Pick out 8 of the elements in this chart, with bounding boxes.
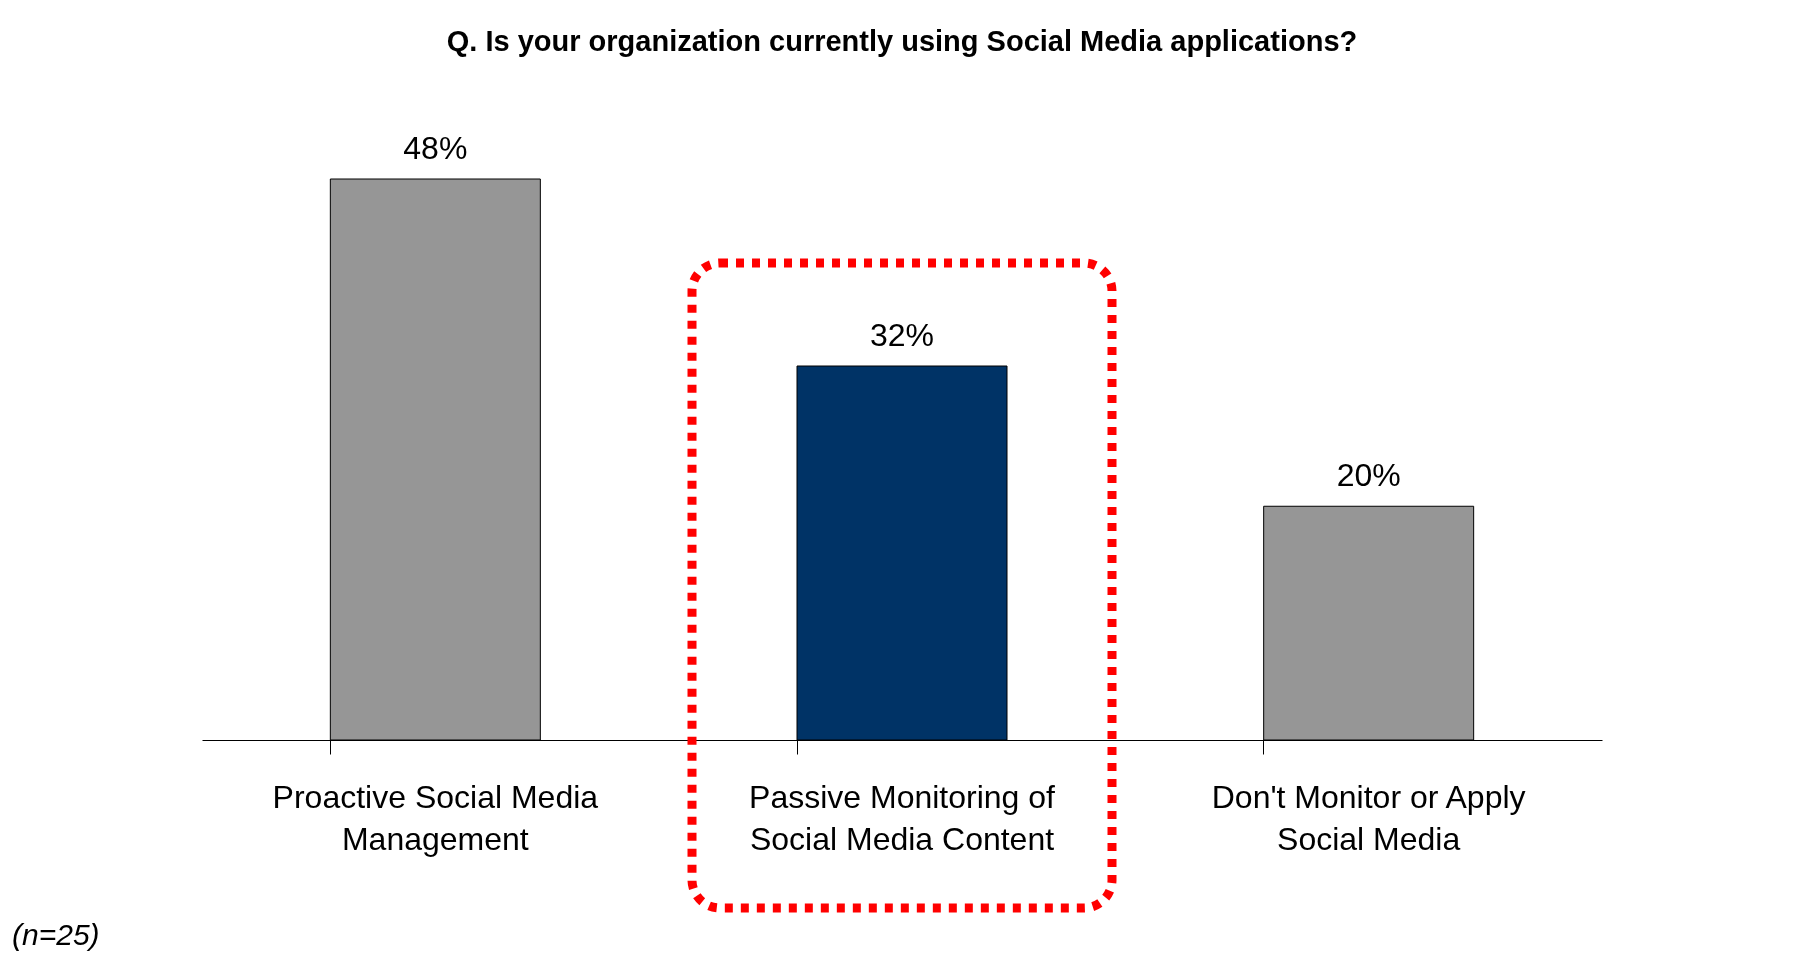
data-label: 20%: [1336, 457, 1401, 494]
text: (n=25): [12, 918, 100, 951]
x-tick-label: Passive Monitoring of Social Media Content: [749, 778, 1056, 857]
data-label: 32%: [869, 317, 935, 353]
chart-title: Q. Is your organization currently using Social Media applications?: [446, 25, 1358, 57]
data-label: 48%: [403, 130, 468, 166]
x-tick-label: Don't Monitor or Apply Social Media: [1211, 778, 1526, 857]
x-tick-label: Proactive Social Media Management: [272, 778, 599, 857]
